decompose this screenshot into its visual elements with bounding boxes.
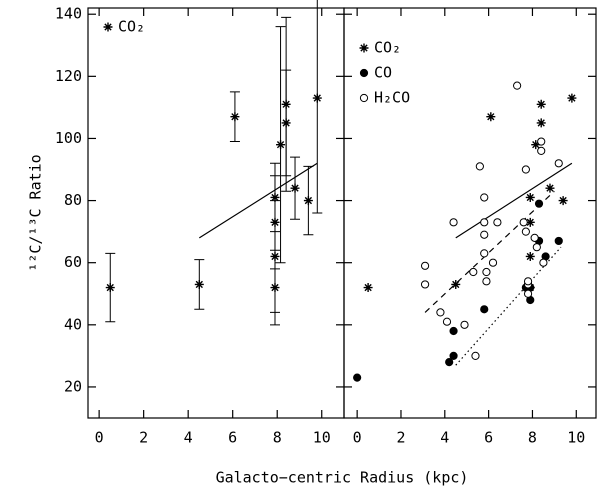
y-tick-label: 120 <box>55 67 82 85</box>
legend-label: H₂CO <box>374 89 410 107</box>
circle-marker <box>475 162 484 171</box>
circle-marker <box>449 326 458 336</box>
circle-marker <box>480 305 489 314</box>
fit-line <box>455 246 562 366</box>
circle-marker <box>359 68 369 78</box>
legend-label: CO <box>374 64 392 82</box>
star-marker <box>536 118 546 128</box>
star-marker <box>359 43 369 53</box>
circle-marker <box>353 373 362 382</box>
circle-marker <box>537 137 546 146</box>
circle-marker <box>420 280 430 289</box>
error-bar <box>312 0 323 214</box>
circle-marker <box>523 277 533 286</box>
fit-line <box>198 162 318 239</box>
circle-marker <box>449 351 458 360</box>
y-axis-label: ¹²C/¹³C Ratio <box>27 154 45 271</box>
circle-marker <box>482 267 491 277</box>
x-tick-label: 0 <box>353 429 362 447</box>
x-tick-label: 4 <box>184 429 193 447</box>
circle-marker <box>445 357 454 367</box>
star-marker <box>230 112 240 122</box>
star-marker <box>103 22 113 32</box>
circle-marker <box>480 249 489 258</box>
circle-marker <box>521 227 530 236</box>
x-tick-label: 10 <box>567 429 585 447</box>
star-marker <box>290 183 300 193</box>
y-tick-label: 20 <box>64 377 82 395</box>
x-tick-label: 6 <box>484 429 493 447</box>
star-marker <box>531 140 541 150</box>
star-marker <box>281 118 291 128</box>
x-tick-label: 8 <box>273 429 282 447</box>
fit-line <box>455 162 573 239</box>
circle-marker <box>480 193 489 202</box>
star-marker <box>303 196 313 206</box>
star-marker <box>567 93 577 103</box>
circle-marker <box>532 243 541 252</box>
star-marker <box>525 192 535 202</box>
circle-marker <box>493 218 502 227</box>
legend-label: CO₂ <box>374 39 401 57</box>
circle-marker <box>460 320 469 329</box>
y-tick-label: 80 <box>64 191 82 209</box>
star-marker <box>451 279 461 289</box>
circle-marker <box>359 93 369 103</box>
star-marker <box>276 140 286 150</box>
star-marker <box>105 283 115 293</box>
circle-marker <box>449 218 458 227</box>
circle-marker <box>471 351 480 360</box>
x-tick-label: 0 <box>95 429 104 447</box>
circle-marker <box>534 199 544 208</box>
circle-marker <box>554 159 563 168</box>
star-marker <box>525 251 535 261</box>
x-tick-label: 2 <box>396 429 405 447</box>
circle-marker <box>519 218 528 227</box>
circle-marker <box>513 81 522 90</box>
circle-marker <box>420 261 430 270</box>
x-axis-label: Galacto−centric Radius (kpc) <box>216 469 469 487</box>
y-tick-label: 140 <box>55 5 82 23</box>
circle-marker <box>480 230 489 239</box>
star-marker <box>558 196 568 206</box>
circle-marker <box>554 236 563 246</box>
plot-frame <box>87 7 345 419</box>
circle-marker <box>488 258 498 267</box>
circle-marker <box>537 146 546 155</box>
x-tick-label: 10 <box>313 429 331 447</box>
legend-label: CO₂ <box>118 18 145 36</box>
x-tick-label: 2 <box>139 429 148 447</box>
star-marker <box>363 283 373 293</box>
circle-marker <box>480 218 489 227</box>
circle-marker <box>523 289 533 298</box>
circle-marker <box>530 233 539 242</box>
y-tick-label: 60 <box>64 253 82 271</box>
star-marker <box>194 279 204 289</box>
y-tick-label: 40 <box>64 315 82 333</box>
plot-frame <box>343 7 597 419</box>
circle-marker <box>482 277 491 286</box>
star-marker <box>312 93 322 103</box>
star-marker <box>486 112 496 122</box>
x-tick-label: 8 <box>528 429 537 447</box>
star-marker <box>270 283 280 293</box>
circle-marker <box>436 308 445 317</box>
circle-marker <box>539 258 548 267</box>
y-tick-label: 100 <box>55 129 82 147</box>
star-marker <box>545 183 555 193</box>
circle-marker <box>442 317 452 326</box>
x-tick-label: 6 <box>228 429 237 447</box>
star-marker <box>536 99 546 109</box>
circle-marker <box>469 267 478 277</box>
circle-marker <box>521 165 530 174</box>
star-marker <box>525 217 535 227</box>
fit-line <box>424 190 555 313</box>
x-tick-label: 4 <box>440 429 449 447</box>
